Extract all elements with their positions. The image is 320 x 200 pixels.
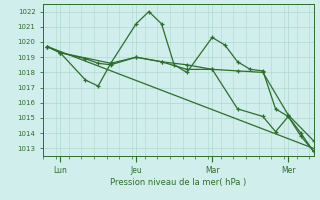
X-axis label: Pression niveau de la mer( hPa ): Pression niveau de la mer( hPa ) [110,178,246,187]
